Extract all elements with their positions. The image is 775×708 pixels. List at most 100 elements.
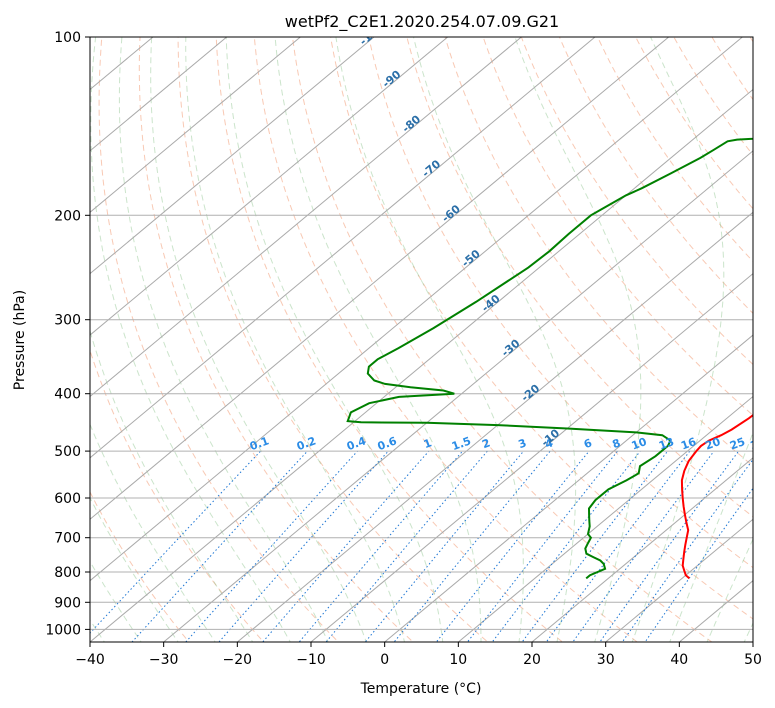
moist-adiabat-line bbox=[90, 496, 179, 642]
isotherm-label: -60 bbox=[439, 202, 463, 225]
mixing-ratio-line bbox=[599, 450, 740, 642]
background-lines bbox=[90, 10, 775, 654]
moist-adiabat-line bbox=[185, 37, 406, 642]
x-tick-label: 20 bbox=[523, 652, 541, 668]
isotherm-line bbox=[604, 518, 753, 642]
mixing-ratio-label: 1 bbox=[422, 436, 434, 451]
x-tick-label: 40 bbox=[670, 652, 688, 668]
isotherm-line bbox=[531, 457, 753, 642]
isotherm-line bbox=[457, 395, 753, 642]
y-tick-label: 1000 bbox=[45, 622, 81, 638]
mixing-ratio-label: 8 bbox=[611, 436, 623, 451]
mixing-ratio-label: 0.6 bbox=[376, 434, 399, 453]
isotherm-line bbox=[90, 37, 449, 336]
x-tick-label: −10 bbox=[296, 652, 326, 668]
moist-adiabat-line bbox=[669, 431, 753, 642]
dry-adiabat-line bbox=[635, 37, 753, 210]
mixing-ratio-label: 36 bbox=[769, 435, 775, 453]
dry-adiabat-line bbox=[368, 37, 753, 569]
chart-title: wetPf2_C2E1.2020.254.07.09.G21 bbox=[285, 12, 559, 32]
mixing-ratio-label: 2 bbox=[480, 436, 492, 451]
x-tick-label: 0 bbox=[380, 652, 389, 668]
dry-adiabat-line bbox=[711, 37, 753, 101]
mixing-ratio-line bbox=[572, 450, 715, 642]
moist-adiabat-label: 10 bbox=[761, 489, 775, 509]
mixing-ratio-label: 1.5 bbox=[450, 434, 473, 453]
x-tick-label: −30 bbox=[149, 652, 179, 668]
isotherm-line bbox=[90, 37, 670, 520]
pressure-grid bbox=[90, 37, 753, 630]
isotherm-label: -30 bbox=[499, 337, 523, 360]
dry-adiabat-line bbox=[406, 37, 753, 518]
dry-adiabat-line bbox=[90, 490, 190, 642]
moist-adiabat-line bbox=[335, 37, 524, 642]
isotherm-line bbox=[90, 37, 596, 459]
mixing-ratio-label: 20 bbox=[703, 435, 722, 453]
plot-area: 0.1 0.2 0.4 0.6 1 1.5 2 3 4 6 8 10 13 16 20 25 30 36-100-… bbox=[90, 10, 775, 654]
moist-adiabat-line bbox=[514, 37, 642, 642]
moist-adiabat-line bbox=[274, 37, 482, 642]
dry-adiabat-line bbox=[177, 37, 489, 642]
y-tick-label: 800 bbox=[54, 565, 81, 581]
dry-adiabat-line bbox=[771, 10, 775, 654]
x-tick-label: 10 bbox=[449, 652, 467, 668]
moist-adiabat-line bbox=[413, 37, 577, 642]
moist-adiabat-label: 0 bbox=[766, 453, 775, 468]
mixing-ratio-label: 0.1 bbox=[248, 434, 271, 453]
isotherm-label: -20 bbox=[519, 382, 543, 405]
mixing-ratio-lines bbox=[90, 450, 753, 642]
isotherm-line bbox=[90, 37, 375, 275]
isotherm-line bbox=[310, 273, 753, 642]
y-axis-label: Pressure (hPa) bbox=[12, 290, 28, 390]
mixing-ratio-label: 6 bbox=[582, 436, 594, 451]
mixing-ratio-line bbox=[644, 487, 753, 642]
y-tick-label: 100 bbox=[54, 30, 81, 46]
moist-adiabat-line bbox=[706, 537, 753, 642]
mixing-ratio-label: 0.2 bbox=[295, 434, 318, 453]
mixing-ratio-label: 4 bbox=[543, 436, 555, 451]
mixing-ratio-line bbox=[185, 450, 358, 642]
moist-adiabat-line bbox=[90, 560, 142, 642]
mixing-ratio-line bbox=[466, 450, 618, 642]
x-tick-label: 30 bbox=[597, 652, 615, 668]
dry-adiabat-line bbox=[558, 37, 753, 314]
profile-line bbox=[346, 137, 753, 580]
isotherm-label: -70 bbox=[420, 157, 444, 180]
mixing-ratio-line bbox=[325, 450, 488, 642]
y-axis-ticks: 100 200 300 400 500 600 700 800 900 1000 bbox=[45, 30, 90, 638]
mixing-ratio-label: 30 bbox=[749, 435, 768, 453]
mixing-ratio-label: 0.4 bbox=[345, 434, 368, 453]
y-tick-label: 300 bbox=[54, 313, 81, 329]
isotherm-line bbox=[90, 88, 753, 642]
moist-adiabat-line bbox=[90, 423, 216, 642]
dry-adiabat-line bbox=[520, 37, 753, 366]
dry-adiabat-line bbox=[98, 37, 340, 642]
moist-adiabat-line bbox=[631, 37, 725, 642]
y-tick-label: 900 bbox=[54, 595, 81, 611]
isotherm-line bbox=[90, 37, 302, 213]
x-tick-label: −40 bbox=[75, 652, 105, 668]
mixing-ratio-line bbox=[90, 450, 261, 634]
mixing-ratio-line bbox=[262, 450, 430, 642]
mixing-ratio-line bbox=[364, 450, 524, 642]
dry-adiabat-line bbox=[330, 37, 753, 620]
moist-adiabat-line bbox=[90, 37, 291, 642]
mixing-ratio-line bbox=[298, 450, 463, 642]
dry-adiabat-line bbox=[597, 37, 753, 263]
y-tick-label: 600 bbox=[54, 491, 81, 507]
profile-line bbox=[680, 413, 753, 580]
y-tick-label: 500 bbox=[54, 444, 81, 460]
dry-adiabat-line bbox=[215, 37, 564, 642]
y-tick-label: 200 bbox=[54, 208, 81, 224]
isotherm-label: -10 bbox=[539, 426, 563, 449]
isotherm-label: -80 bbox=[400, 112, 424, 135]
isotherm-line bbox=[90, 37, 523, 398]
dry-adiabat-line bbox=[292, 37, 713, 642]
isotherm-line bbox=[162, 150, 753, 642]
dry-adiabat-line bbox=[138, 37, 414, 642]
plot-frame bbox=[89, 36, 754, 643]
dry-adiabat-line bbox=[444, 37, 753, 467]
mixing-ratio-label: 10 bbox=[630, 435, 649, 453]
mixing-ratio-line bbox=[218, 450, 389, 642]
